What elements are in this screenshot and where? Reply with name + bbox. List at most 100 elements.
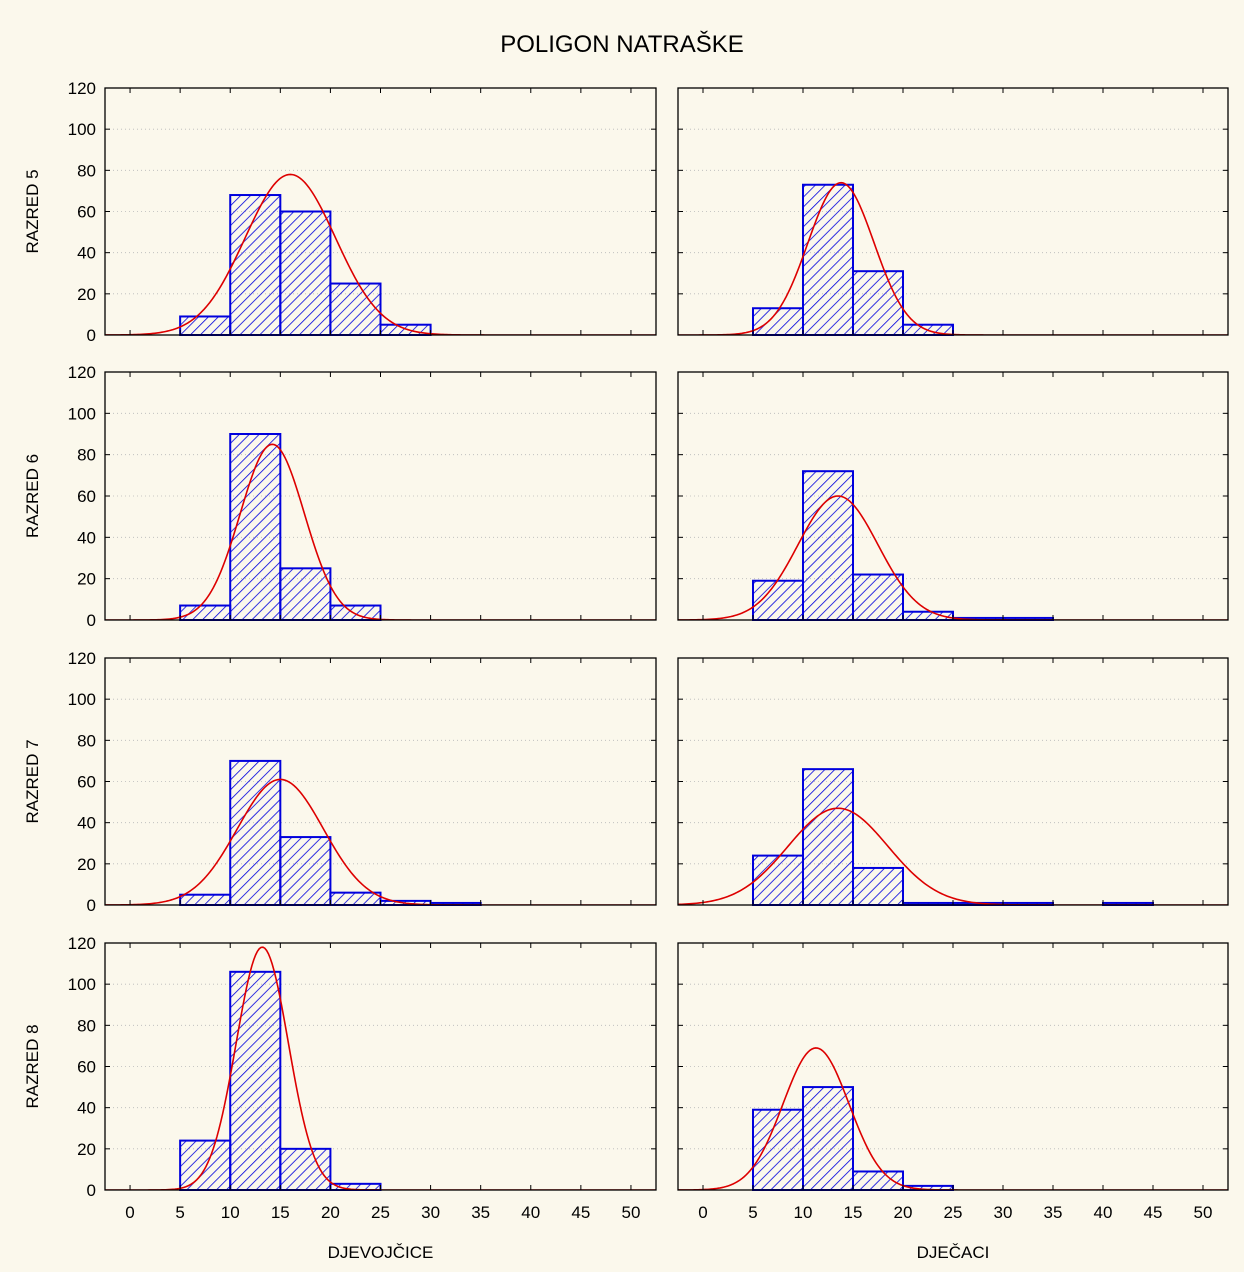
y-tick-label: 60 <box>77 203 96 222</box>
normal-fit-curve <box>105 443 656 620</box>
x-tick-label: 0 <box>125 1203 134 1222</box>
y-tick-label: 20 <box>77 285 96 304</box>
panel-razred-8-djevojcice: 0 20 40 60 80 100 120 RAZRED 8 0 5 10 15 20 25 30 35 40 4… <box>23 934 657 1262</box>
x-tick-label: 35 <box>471 1203 490 1222</box>
y-tick-label: 100 <box>68 404 96 423</box>
panel-razred-7-djevojcice: 0 20 40 60 80 100 120 RAZRED 7 <box>23 649 657 915</box>
normal-fit-curve <box>105 778 656 905</box>
y-tick-label: 20 <box>77 1140 96 1159</box>
histogram-bar <box>179 315 232 337</box>
histogram-bar <box>802 183 854 336</box>
x-tick-label: 40 <box>1094 1203 1113 1222</box>
histogram-bar <box>229 970 282 1191</box>
y-tick-label: 60 <box>77 487 96 506</box>
histogram-bar <box>279 1147 332 1192</box>
y-tick-label: 120 <box>68 649 96 668</box>
y-tick-label: 80 <box>77 731 96 750</box>
histogram-bar <box>229 759 282 907</box>
y-tick-label: 60 <box>77 1058 96 1077</box>
x-tick-label: 30 <box>421 1203 440 1222</box>
row-label: RAZRED 8 <box>23 1024 42 1108</box>
y-tick-label: 60 <box>77 773 96 792</box>
panel-razred-6-djevojcice: 0 20 40 60 80 100 120 RAZRED 6 <box>23 363 657 630</box>
y-tick-label: 20 <box>77 855 96 874</box>
histogram-bar <box>852 866 904 907</box>
y-tick-label: 120 <box>68 79 96 98</box>
histogram-bar <box>179 893 232 906</box>
histogram-bar <box>852 573 904 621</box>
row-label: RAZRED 5 <box>23 169 42 253</box>
x-tick-label: 50 <box>621 1203 640 1222</box>
histogram-bar <box>179 604 232 621</box>
x-tick-label: 40 <box>521 1203 540 1222</box>
y-tick-label: 40 <box>77 244 96 263</box>
row-label: RAZRED 7 <box>23 739 42 823</box>
y-tick-label: 0 <box>87 1181 96 1200</box>
histogram-bar <box>802 768 854 907</box>
histogram-bar <box>179 1139 232 1191</box>
histogram-bar <box>802 470 854 622</box>
histogram-bar <box>329 282 382 336</box>
histogram-bar <box>752 1108 804 1191</box>
panel-razred-5-djecaci <box>677 87 1229 337</box>
panel-razred-6-djecaci <box>677 371 1229 622</box>
histogram-bar <box>279 567 332 621</box>
y-tick-label: 120 <box>68 934 96 953</box>
x-tick-label: 25 <box>944 1203 963 1222</box>
y-tick-label: 0 <box>87 611 96 630</box>
y-tick-label: 40 <box>77 528 96 547</box>
normal-fit-curve <box>105 173 656 335</box>
y-tick-label: 20 <box>77 570 96 589</box>
x-tick-label: 15 <box>271 1203 290 1222</box>
panel-frame <box>677 87 1229 336</box>
x-tick-label: 10 <box>221 1203 240 1222</box>
column-label: DJEVOJČICE <box>328 1243 434 1262</box>
x-tick-label: 0 <box>698 1203 707 1222</box>
histogram-bar <box>329 604 382 621</box>
column-label: DJEČACI <box>917 1243 990 1262</box>
x-tick-label: 50 <box>1194 1203 1213 1222</box>
panel-razred-5-djevojcice: 0 20 40 60 80 100 120 RAZRED 5 <box>23 79 657 345</box>
x-tick-label: 45 <box>571 1203 590 1222</box>
histogram-bar <box>229 433 282 621</box>
histogram-bar <box>852 1170 904 1191</box>
histogram-bar <box>279 836 332 907</box>
histogram-bar <box>229 194 282 336</box>
x-tick-label: 5 <box>175 1203 184 1222</box>
y-tick-label: 100 <box>68 975 96 994</box>
chart-title: POLIGON NATRAŠKE <box>500 30 744 58</box>
row-label: RAZRED 6 <box>23 454 42 538</box>
x-tick-label: 15 <box>844 1203 863 1222</box>
y-tick-label: 40 <box>77 1099 96 1118</box>
x-tick-label: 45 <box>1144 1203 1163 1222</box>
y-tick-label: 120 <box>68 363 96 382</box>
y-tick-label: 100 <box>68 690 96 709</box>
x-tick-label: 35 <box>1044 1203 1063 1222</box>
x-tick-label: 20 <box>321 1203 340 1222</box>
histogram-bar <box>802 1086 854 1192</box>
panel-razred-7-djecaci <box>677 657 1229 907</box>
histogram-bar <box>752 854 804 906</box>
histogram-bar <box>329 891 382 907</box>
histogram-bar <box>279 210 332 336</box>
y-tick-label: 0 <box>87 896 96 915</box>
histogram-bar <box>752 307 804 337</box>
normal-fit-curve <box>678 807 1228 905</box>
y-tick-label: 0 <box>87 326 96 345</box>
normal-fit-curve <box>678 495 1228 620</box>
histogram-bar <box>852 270 904 337</box>
x-tick-label: 10 <box>794 1203 813 1222</box>
x-tick-label: 30 <box>994 1203 1013 1222</box>
y-tick-label: 80 <box>77 446 96 465</box>
x-tick-label: 5 <box>748 1203 757 1222</box>
y-tick-label: 80 <box>77 1016 96 1035</box>
x-tick-label: 20 <box>894 1203 913 1222</box>
x-tick-label: 25 <box>371 1203 390 1222</box>
panel-razred-8-djecaci: 0 5 10 15 20 25 30 35 40 45 50 DJEČACI <box>677 942 1229 1262</box>
y-tick-label: 80 <box>77 161 96 180</box>
y-tick-label: 100 <box>68 120 96 139</box>
y-tick-label: 40 <box>77 814 96 833</box>
